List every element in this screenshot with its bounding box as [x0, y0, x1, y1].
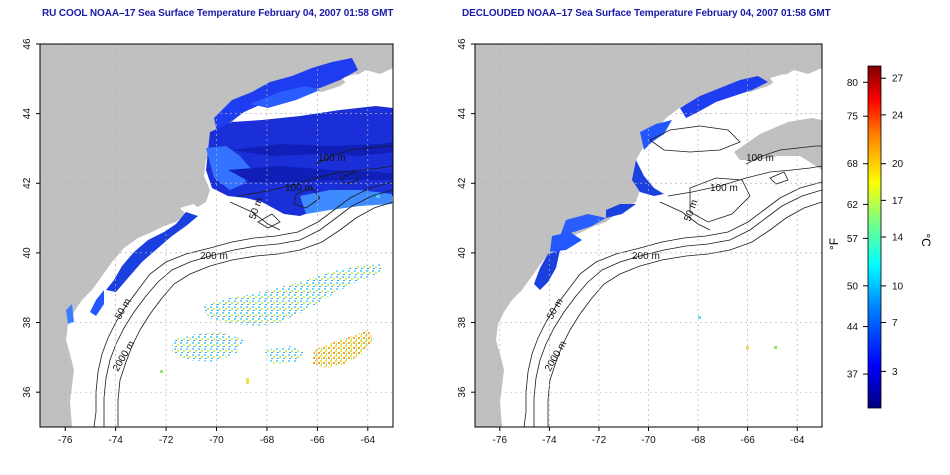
declouded-lat-tick-label: 44: [457, 108, 468, 120]
declouded-map-nova-scotia: [734, 118, 822, 170]
raw-longitude-axis: -76 -74 -72 -70 -68 -66 -64: [58, 427, 375, 446]
raw-lat-tick-label: 40: [22, 247, 33, 259]
declouded-lon-tick-label: -64: [790, 435, 805, 446]
declouded-panel-title: DECLOUDED NOAA–17 Sea Surface Temperatur…: [462, 8, 831, 19]
declouded-lat-tick-label: 36: [457, 386, 468, 398]
declouded-lat-tick-label: 38: [457, 317, 468, 329]
raw-lat-tick-label: 44: [22, 108, 33, 120]
declouded-sst-overlay: [534, 76, 777, 349]
declouded-lat-tick-label: 42: [457, 177, 468, 189]
raw-sst-overlay: [66, 58, 393, 384]
declouded-contour-label-200m: 200 m: [632, 251, 660, 262]
colorbar-celsius-label: °C: [919, 233, 933, 247]
colorbar-fahrenheit-tick-label: 37: [847, 370, 859, 381]
declouded-lon-tick-label: -76: [493, 435, 508, 446]
declouded-lon-tick-label: -72: [592, 435, 607, 446]
colorbar-celsius-tick-label: 14: [892, 233, 904, 244]
colorbar-celsius-tick-label: 24: [892, 110, 904, 121]
colorbar-fahrenheit-tick-label: 68: [847, 159, 859, 170]
declouded-latitude-axis: 46 44 42 40 38 36: [457, 38, 475, 398]
colorbar-celsius-tick-label: 3: [892, 367, 898, 378]
raw-map-bay-of-fundy: [342, 74, 368, 86]
colorbar-fahrenheit-tick-label: 57: [847, 234, 859, 245]
colorbar-celsius-tick-label: 27: [892, 74, 904, 85]
raw-lon-tick-label: -74: [108, 435, 123, 446]
raw-lon-tick-label: -70: [209, 435, 224, 446]
raw-lat-tick-label: 46: [22, 38, 33, 50]
raw-lon-tick-label: -76: [58, 435, 73, 446]
raw-lon-tick-label: -68: [260, 435, 275, 446]
declouded-map-land: [475, 44, 822, 427]
colorbar-fahrenheit-tick-label: 75: [847, 112, 859, 123]
colorbar-gradient: [867, 65, 882, 409]
colorbar-fahrenheit-tick-label: 44: [847, 322, 859, 333]
declouded-lat-tick-label: 46: [457, 38, 468, 50]
colorbar-celsius-tick-label: 17: [892, 196, 904, 207]
raw-map-land: [40, 44, 393, 427]
sst-colorbar: 80 75 68 62 57 50 44 37 27 24 20 17 14 10 7 3 °F °C: [827, 65, 933, 409]
raw-panel-title: RU COOL NOAA–17 Sea Surface Temperature …: [42, 8, 394, 19]
declouded-map-bay-of-fundy: [770, 74, 796, 86]
declouded-lon-tick-label: -66: [740, 435, 755, 446]
colorbar-fahrenheit-ticks: 80 75 68 62 57 50 44 37: [847, 78, 868, 381]
raw-lat-tick-label: 38: [22, 317, 33, 329]
colorbar-celsius-tick-label: 7: [892, 318, 898, 329]
declouded-longitude-axis: -76 -74 -72 -70 -68 -66 -64: [493, 427, 805, 446]
declouded-lat-tick-label: 40: [457, 247, 468, 259]
raw-lat-tick-label: 42: [22, 177, 33, 189]
raw-graticule: [40, 44, 393, 427]
raw-map-long-island-sound: [180, 204, 200, 214]
raw-latitude-axis: 46 44 42 40 38 36: [22, 38, 40, 398]
raw-lon-tick-label: -64: [361, 435, 376, 446]
colorbar-fahrenheit-tick-label: 80: [847, 78, 859, 89]
declouded-lon-tick-label: -70: [641, 435, 656, 446]
colorbar-fahrenheit-tick-label: 50: [847, 281, 859, 292]
declouded-lon-tick-label: -68: [691, 435, 706, 446]
raw-lat-tick-label: 36: [22, 386, 33, 398]
declouded-map-bays: [508, 294, 528, 356]
raw-lon-tick-label: -66: [310, 435, 325, 446]
declouded-map-panel: 100 m 100 m 50 m 200 m 50 m 2000 m -76 -7…: [457, 38, 823, 446]
colorbar-fahrenheit-tick-label: 62: [847, 200, 859, 211]
raw-map-panel: 100 m 100 m 50 m 200 m 50 m 2000 m -76 -7…: [22, 38, 394, 446]
raw-contour-label-100m-a: 100 m: [318, 153, 346, 164]
colorbar-celsius-tick-label: 10: [892, 281, 904, 292]
colorbar-celsius-ticks: 27 24 20 17 14 10 7 3: [881, 74, 904, 378]
colorbar-fahrenheit-label: °F: [827, 238, 841, 250]
declouded-contour-label-100m-b: 100 m: [710, 183, 738, 194]
declouded-graticule: [475, 44, 822, 427]
colorbar-celsius-tick-label: 20: [892, 159, 904, 170]
declouded-contour-label-100m-a: 100 m: [746, 153, 774, 164]
declouded-bathymetry-contours: [523, 125, 822, 427]
raw-lon-tick-label: -72: [159, 435, 174, 446]
raw-contour-label-100m-b: 100 m: [285, 183, 313, 194]
raw-contour-label-200m: 200 m: [200, 251, 228, 262]
declouded-lon-tick-label: -74: [542, 435, 557, 446]
